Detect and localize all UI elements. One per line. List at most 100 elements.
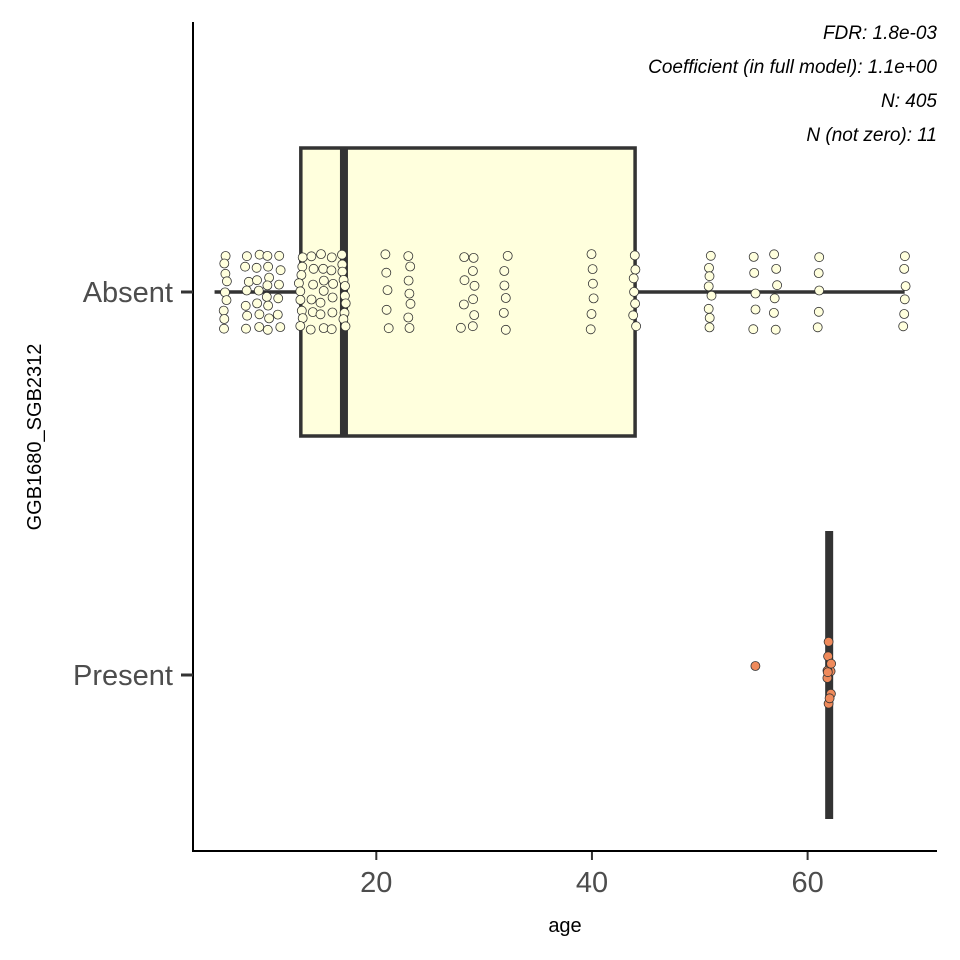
data-point-absent xyxy=(469,280,480,291)
stat-annotation: Coefficient (in full model): 1.1e+00 xyxy=(648,57,937,78)
data-point-absent xyxy=(326,324,337,335)
data-point-absent xyxy=(262,280,273,291)
data-point-absent xyxy=(814,252,825,263)
x-tick-label: 20 xyxy=(360,867,392,899)
data-point-absent xyxy=(340,281,350,291)
data-point-absent xyxy=(218,305,229,316)
data-point-absent xyxy=(499,266,510,276)
data-point-absent xyxy=(704,271,715,282)
data-point-absent xyxy=(502,250,513,261)
data-point-absent xyxy=(337,266,348,277)
data-point-absent xyxy=(403,251,414,262)
stat-annotation: N (not zero): 11 xyxy=(806,125,937,146)
data-point-absent xyxy=(812,322,823,333)
data-point-absent xyxy=(252,275,262,286)
x-tick-label: 60 xyxy=(791,867,823,899)
data-point-absent xyxy=(263,300,274,311)
data-point-absent xyxy=(772,280,782,291)
data-point-absent xyxy=(240,261,251,272)
data-point-absent xyxy=(251,262,262,273)
data-point-absent xyxy=(748,251,759,262)
data-point-absent xyxy=(306,294,317,305)
data-point-absent xyxy=(458,299,469,310)
data-point-absent xyxy=(253,285,264,296)
data-point-absent xyxy=(455,322,466,333)
data-point-absent xyxy=(308,279,319,290)
data-point-absent xyxy=(261,291,272,302)
data-point-absent xyxy=(318,323,329,334)
data-point-absent xyxy=(275,265,286,276)
data-point-absent xyxy=(703,281,714,292)
data-point-absent xyxy=(326,265,337,276)
data-point-absent xyxy=(318,275,329,286)
data-point-absent xyxy=(241,251,252,262)
data-point-absent xyxy=(628,310,639,321)
data-point-absent xyxy=(588,293,599,304)
data-point-absent xyxy=(262,324,273,335)
data-point-absent xyxy=(899,263,910,274)
data-point-absent xyxy=(243,276,254,287)
data-point-absent xyxy=(219,323,229,334)
data-point-absent xyxy=(898,321,909,332)
data-point-absent xyxy=(327,307,338,318)
data-point-absent xyxy=(405,261,416,272)
data-point-absent xyxy=(295,294,306,305)
y-axis-title: GGB1680_SGB2312 xyxy=(24,344,46,531)
data-point-absent xyxy=(704,322,715,333)
stat-annotation: N: 405 xyxy=(881,91,937,112)
data-point-absent xyxy=(241,285,252,296)
data-point-present xyxy=(823,636,834,647)
data-point-absent xyxy=(337,249,347,260)
data-point-absent xyxy=(586,309,597,319)
data-point-absent xyxy=(273,293,284,304)
data-point-absent xyxy=(586,249,597,260)
data-point-absent xyxy=(706,290,717,301)
data-point-absent xyxy=(340,298,351,309)
data-point-absent xyxy=(305,324,316,335)
data-point-absent xyxy=(328,278,339,289)
data-point-absent xyxy=(588,278,598,289)
data-point-absent xyxy=(306,251,317,262)
data-point-absent xyxy=(263,261,274,272)
data-point-absent xyxy=(500,324,511,335)
data-point-absent xyxy=(813,306,824,317)
data-point-absent xyxy=(221,276,232,287)
data-point-absent xyxy=(295,321,306,331)
data-point-absent xyxy=(296,270,307,280)
data-point-absent xyxy=(770,324,781,335)
data-point-absent xyxy=(813,268,824,279)
data-point-absent xyxy=(381,304,392,315)
data-point-absent xyxy=(404,323,415,333)
data-point-absent xyxy=(749,267,760,278)
data-point-absent xyxy=(750,288,761,299)
data-point-absent xyxy=(769,249,779,260)
data-point-absent xyxy=(748,324,759,335)
data-point-absent xyxy=(383,323,394,334)
data-point-absent xyxy=(405,298,416,309)
data-point-absent xyxy=(403,312,414,323)
data-point-present xyxy=(824,693,835,704)
data-point-absent xyxy=(264,313,275,324)
data-point-absent xyxy=(254,322,265,332)
data-point-absent xyxy=(467,266,478,276)
data-point-absent xyxy=(629,250,640,261)
data-point-absent xyxy=(814,285,825,296)
data-point-absent xyxy=(381,267,392,278)
data-point-absent xyxy=(628,273,639,284)
data-point-absent xyxy=(585,324,596,335)
data-point-absent xyxy=(469,310,480,321)
data-point-absent xyxy=(500,293,511,303)
x-tick-label: 40 xyxy=(576,867,608,899)
data-point-absent xyxy=(899,294,910,305)
data-point-absent xyxy=(750,304,761,315)
data-point-absent xyxy=(380,249,391,260)
data-point-absent xyxy=(468,252,479,263)
data-point-absent xyxy=(629,286,639,297)
data-point-present xyxy=(750,661,761,671)
x-axis-title: age xyxy=(548,915,581,937)
data-point-absent xyxy=(403,275,414,286)
data-point-absent xyxy=(315,309,326,320)
data-point-absent xyxy=(326,252,337,263)
data-point-absent xyxy=(318,263,329,274)
